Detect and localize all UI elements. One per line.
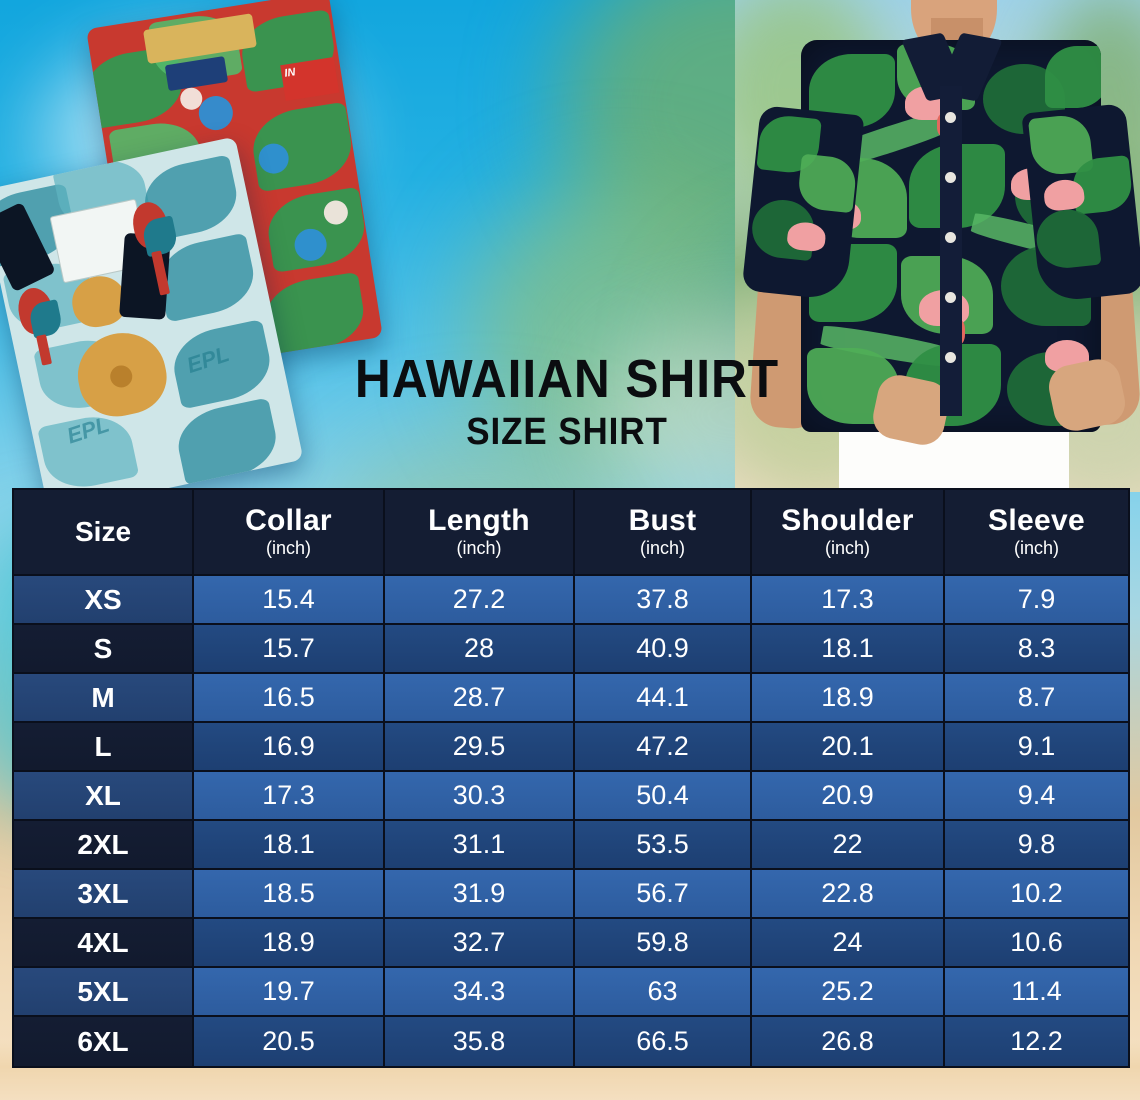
cell-length: 32.7 — [385, 919, 575, 968]
shirt-button — [945, 292, 956, 303]
red-shirt-brand-tag: IN — [280, 56, 340, 101]
table-row: 4XL 18.9 32.7 59.8 24 10.6 — [14, 919, 1128, 968]
cell-sleeve: 8.7 — [945, 674, 1128, 723]
page-subtitle: SIZE SHIRT — [466, 411, 668, 453]
row-size-label: XL — [14, 772, 194, 821]
cell-collar: 19.7 — [194, 968, 385, 1017]
cell-collar: 18.5 — [194, 870, 385, 919]
model-right-sleeve — [1021, 103, 1140, 303]
model-photo — [735, 0, 1140, 492]
column-header-sleeve: Sleeve (inch) — [945, 490, 1128, 576]
table-row: XL 17.3 30.3 50.4 20.9 9.4 — [14, 772, 1128, 821]
cell-sleeve: 10.6 — [945, 919, 1128, 968]
cell-bust: 56.7 — [575, 870, 752, 919]
cell-bust: 37.8 — [575, 576, 752, 625]
cell-length: 30.3 — [385, 772, 575, 821]
cell-shoulder: 26.8 — [752, 1017, 945, 1066]
row-size-label: 3XL — [14, 870, 194, 919]
size-chart-table: Size Collar (inch) Length (inch) Bust (i… — [14, 490, 1128, 1066]
cell-shoulder: 17.3 — [752, 576, 945, 625]
cell-sleeve: 9.8 — [945, 821, 1128, 870]
cell-sleeve: 11.4 — [945, 968, 1128, 1017]
cell-length: 35.8 — [385, 1017, 575, 1066]
row-size-label: 4XL — [14, 919, 194, 968]
cell-sleeve: 12.2 — [945, 1017, 1128, 1066]
table-body: XS 15.4 27.2 37.8 17.3 7.9 S 15.7 28 40.9 18.1 8.3 M… — [14, 576, 1128, 1066]
cell-shoulder: 24 — [752, 919, 945, 968]
table-row: S 15.7 28 40.9 18.1 8.3 — [14, 625, 1128, 674]
cell-collar: 15.4 — [194, 576, 385, 625]
cell-bust: 47.2 — [575, 723, 752, 772]
cell-collar: 18.1 — [194, 821, 385, 870]
column-header-shoulder: Shoulder (inch) — [752, 490, 945, 576]
cell-collar: 16.9 — [194, 723, 385, 772]
column-header-bust: Bust (inch) — [575, 490, 752, 576]
cell-shoulder: 18.1 — [752, 625, 945, 674]
table-row: L 16.9 29.5 47.2 20.1 9.1 — [14, 723, 1128, 772]
cell-shoulder: 25.2 — [752, 968, 945, 1017]
shirt-button — [945, 232, 956, 243]
cell-sleeve: 7.9 — [945, 576, 1128, 625]
row-size-label: 6XL — [14, 1017, 194, 1066]
table-row: 6XL 20.5 35.8 66.5 26.8 12.2 — [14, 1017, 1128, 1066]
cell-shoulder: 20.9 — [752, 772, 945, 821]
row-size-label: L — [14, 723, 194, 772]
cell-shoulder: 20.1 — [752, 723, 945, 772]
cell-bust: 53.5 — [575, 821, 752, 870]
cell-collar: 18.9 — [194, 919, 385, 968]
table-row: 3XL 18.5 31.9 56.7 22.8 10.2 — [14, 870, 1128, 919]
cell-length: 28 — [385, 625, 575, 674]
row-size-label: XS — [14, 576, 194, 625]
row-size-label: M — [14, 674, 194, 723]
page-title: HAWAIIAN SHIRT — [354, 349, 780, 409]
table-row: 5XL 19.7 34.3 63 25.2 11.4 — [14, 968, 1128, 1017]
cell-bust: 59.8 — [575, 919, 752, 968]
row-size-label: 5XL — [14, 968, 194, 1017]
cell-length: 31.9 — [385, 870, 575, 919]
table-row: M 16.5 28.7 44.1 18.9 8.7 — [14, 674, 1128, 723]
table-row: 2XL 18.1 31.1 53.5 22 9.8 — [14, 821, 1128, 870]
cell-length: 34.3 — [385, 968, 575, 1017]
cell-shoulder: 18.9 — [752, 674, 945, 723]
column-header-size: Size — [14, 490, 194, 576]
column-header-collar: Collar (inch) — [194, 490, 385, 576]
cell-bust: 40.9 — [575, 625, 752, 674]
table-header: Size Collar (inch) Length (inch) Bust (i… — [14, 490, 1128, 576]
table-row: XS 15.4 27.2 37.8 17.3 7.9 — [14, 576, 1128, 625]
cell-collar: 15.7 — [194, 625, 385, 674]
cell-bust: 66.5 — [575, 1017, 752, 1066]
row-size-label: 2XL — [14, 821, 194, 870]
cell-bust: 63 — [575, 968, 752, 1017]
cell-length: 31.1 — [385, 821, 575, 870]
shirt-button — [945, 352, 956, 363]
cell-collar: 17.3 — [194, 772, 385, 821]
cell-length: 28.7 — [385, 674, 575, 723]
cell-bust: 44.1 — [575, 674, 752, 723]
cell-sleeve: 8.3 — [945, 625, 1128, 674]
row-size-label: S — [14, 625, 194, 674]
cell-collar: 16.5 — [194, 674, 385, 723]
shirt-button — [945, 112, 956, 123]
cell-shoulder: 22.8 — [752, 870, 945, 919]
table-header-row: Size Collar (inch) Length (inch) Bust (i… — [14, 490, 1128, 576]
title-block: HAWAIIAN SHIRT SIZE SHIRT — [322, 352, 812, 454]
cell-shoulder: 22 — [752, 821, 945, 870]
cell-sleeve: 9.1 — [945, 723, 1128, 772]
shirt-button — [945, 172, 956, 183]
column-header-length: Length (inch) — [385, 490, 575, 576]
cell-bust: 50.4 — [575, 772, 752, 821]
cell-length: 29.5 — [385, 723, 575, 772]
cell-sleeve: 10.2 — [945, 870, 1128, 919]
cell-collar: 20.5 — [194, 1017, 385, 1066]
cell-sleeve: 9.4 — [945, 772, 1128, 821]
model-shirt-placket — [940, 86, 962, 416]
cell-length: 27.2 — [385, 576, 575, 625]
model-left-sleeve — [741, 105, 865, 301]
